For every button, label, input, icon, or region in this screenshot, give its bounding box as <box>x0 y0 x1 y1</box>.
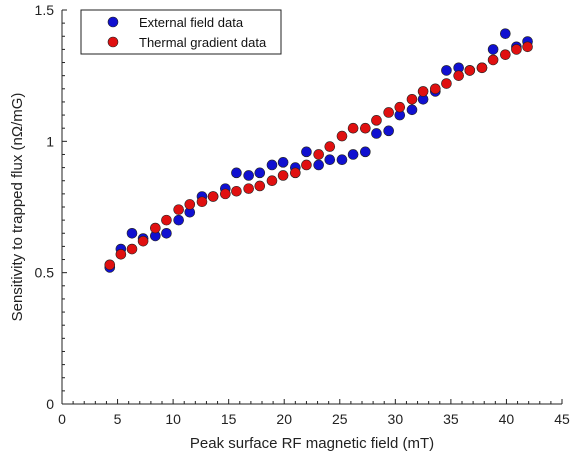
thermal-gradient-point <box>500 49 511 60</box>
thermal-gradient-point <box>277 170 289 181</box>
thermal-gradient-point <box>173 204 184 215</box>
thermal-gradient-point <box>441 78 452 89</box>
thermal-gradient-point <box>313 149 324 160</box>
y-tick-label: 0.5 <box>35 265 55 281</box>
y-axis-label: Sensitivity to trapped flux (nΩ/mG) <box>9 93 26 322</box>
external-field-point <box>371 128 382 139</box>
thermal-gradient-point <box>360 122 371 134</box>
external-field-point <box>324 154 336 166</box>
thermal-gradient-point <box>196 196 208 208</box>
thermal-gradient-point <box>347 122 359 134</box>
legend-entry-label: Thermal gradient data <box>139 35 267 50</box>
thermal-gradient-point <box>511 44 522 55</box>
thermal-gradient-point <box>522 41 533 53</box>
legend-entry-label: External field data <box>139 15 244 30</box>
thermal-gradient-point <box>207 191 219 202</box>
x-axis-label: Peak surface RF magnetic field (mT) <box>190 435 434 452</box>
x-tick-label: 40 <box>499 411 515 427</box>
external-field-point <box>161 227 172 239</box>
legend-marker <box>107 16 119 28</box>
thermal-gradient-point <box>383 107 394 118</box>
thermal-gradient-point <box>266 175 278 187</box>
x-tick-label: 15 <box>221 411 237 427</box>
thermal-gradient-point <box>430 83 441 95</box>
legend: External field data Thermal gradient data <box>80 9 282 55</box>
external-field-point <box>336 154 348 166</box>
x-tick-label: 0 <box>58 411 66 427</box>
x-tick-label: 45 <box>554 411 570 427</box>
thermal-gradient-point <box>161 214 172 226</box>
external-field-point <box>313 159 324 171</box>
y-tick-label: 1.5 <box>35 2 55 18</box>
thermal-gradient-point <box>254 180 266 192</box>
external-field-point <box>277 157 289 168</box>
external-field-point <box>266 159 278 171</box>
thermal-gradient-point <box>324 141 336 152</box>
thermal-gradient-point <box>301 159 312 171</box>
external-field-point <box>360 146 371 158</box>
thermal-gradient-point <box>417 86 429 97</box>
data-points <box>104 28 533 273</box>
external-field-point <box>126 227 138 239</box>
axes: 0 5 10 15 20 25 30 35 40 45 0 0.5 1 1.5 <box>35 2 570 427</box>
thermal-gradient-point <box>137 235 149 247</box>
thermal-gradient-point <box>115 248 127 260</box>
x-tick-label: 35 <box>443 411 459 427</box>
external-field-point <box>254 167 266 179</box>
x-tick-label: 30 <box>388 411 404 427</box>
external-field-point <box>347 149 359 160</box>
x-tick-label: 20 <box>276 411 292 427</box>
external-field-point <box>441 65 452 76</box>
thermal-gradient-point <box>464 65 476 76</box>
y-tick-label: 0 <box>46 396 54 412</box>
thermal-gradient-point <box>150 222 161 234</box>
thermal-gradient-point <box>487 54 499 66</box>
x-tick-label: 10 <box>165 411 181 427</box>
thermal-gradient-point <box>220 188 231 200</box>
thermal-gradient-point <box>336 130 348 142</box>
x-tick-label: 5 <box>114 411 122 427</box>
thermal-gradient-point <box>476 62 488 74</box>
thermal-gradient-point <box>406 94 418 105</box>
x-tick-label: 25 <box>332 411 348 427</box>
thermal-gradient-point <box>104 259 116 271</box>
external-field-point <box>243 170 254 181</box>
external-field-point <box>406 104 418 116</box>
y-tick-label: 1 <box>46 133 54 149</box>
thermal-gradient-point <box>126 243 138 255</box>
external-field-point <box>487 44 499 55</box>
legend-marker <box>107 36 119 48</box>
external-field-point <box>173 214 184 226</box>
external-field-point <box>231 167 242 179</box>
thermal-gradient-point <box>371 115 382 126</box>
external-field-point <box>500 28 511 39</box>
thermal-gradient-point <box>453 70 464 81</box>
thermal-gradient-point <box>184 199 196 210</box>
external-field-point <box>301 146 312 158</box>
thermal-gradient-point <box>394 101 406 113</box>
thermal-gradient-point <box>243 183 254 194</box>
thermal-gradient-point <box>231 185 242 197</box>
external-field-point <box>383 125 394 137</box>
thermal-gradient-point <box>290 167 301 179</box>
